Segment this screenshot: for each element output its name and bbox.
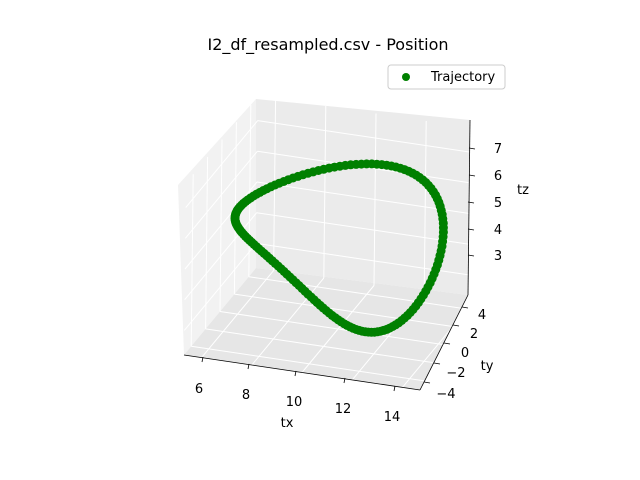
legend-box — [387, 64, 506, 90]
y-ticks: −4 −2 0 2 4 — [423, 306, 486, 402]
y-tick-mark — [461, 306, 469, 309]
z-tick-mark — [467, 201, 475, 204]
x-tick-mark — [201, 356, 204, 363]
z-tick-label: 5 — [494, 196, 502, 211]
x-ticks: 6 8 10 12 14 — [195, 356, 401, 425]
floor-grid-line — [219, 311, 457, 347]
y-tick-mark — [433, 362, 441, 365]
y-tick-label: −4 — [436, 387, 455, 402]
x-tick-mark — [343, 377, 346, 384]
left-pane — [178, 99, 256, 355]
y-tick-mark — [452, 324, 460, 327]
floor-grid-line — [191, 345, 428, 382]
trajectory-point — [249, 191, 258, 201]
z-tick-label: 3 — [494, 249, 502, 264]
x-axis-line — [183, 354, 421, 391]
x-tick-label: 8 — [242, 388, 250, 403]
z-tick-label: 6 — [494, 169, 502, 184]
back-pane — [256, 99, 470, 295]
z-tick-mark — [467, 228, 475, 231]
z-tick-label: 4 — [494, 223, 502, 238]
x-tick-mark — [247, 363, 250, 370]
x-tick-label: 10 — [286, 395, 303, 410]
x-tick-mark — [294, 370, 297, 377]
y-tick-label: 0 — [461, 346, 469, 361]
z-tick-mark — [468, 174, 476, 177]
y-tick-mark — [443, 342, 451, 345]
z-ticks: 3 4 5 6 7 — [467, 142, 502, 264]
trajectory-point — [391, 320, 401, 330]
y-axis-label: ty — [481, 359, 494, 374]
y-tick-label: 4 — [478, 308, 486, 323]
floor-grid-line — [205, 328, 442, 365]
floor-grid-line — [248, 276, 485, 313]
z-tick-mark — [468, 147, 476, 150]
z-tick-mark — [467, 254, 475, 257]
y-tick-mark — [423, 381, 431, 384]
grid-lines — [183, 98, 494, 388]
z-tick-label: 7 — [494, 142, 502, 157]
back-grid-line — [257, 150, 494, 187]
y-axis-line — [419, 294, 469, 391]
side-grid-line — [184, 212, 258, 301]
x-axis-label: tx — [281, 416, 294, 431]
side-grid-line — [183, 243, 257, 331]
side-grid-line — [185, 120, 259, 208]
side-grid-line — [184, 150, 258, 239]
chart-title: I2_df_resampled.csv - Position — [207, 35, 448, 55]
legend-label: Trajectory — [430, 70, 495, 85]
axes-3d: 6 8 10 12 14 tx −4 −2 0 2 4 ty — [178, 98, 529, 431]
back-grid-line — [257, 120, 494, 157]
y-tick-label: −2 — [446, 366, 465, 381]
y-tick-label: 2 — [470, 327, 478, 342]
x-tick-label: 14 — [384, 410, 401, 425]
x-tick-label: 12 — [335, 402, 352, 417]
floor-grid-line — [234, 293, 471, 330]
z-axis-label: tz — [517, 183, 529, 198]
back-grid-line — [256, 242, 493, 279]
trajectory-points — [230, 159, 448, 337]
legend: Trajectory — [387, 64, 506, 90]
x-tick-label: 6 — [195, 382, 203, 397]
back-grid-line — [256, 181, 494, 218]
back-grid-line — [256, 212, 493, 249]
z-axis-line — [467, 119, 471, 296]
x-tick-mark — [393, 385, 396, 392]
legend-marker — [402, 73, 410, 81]
